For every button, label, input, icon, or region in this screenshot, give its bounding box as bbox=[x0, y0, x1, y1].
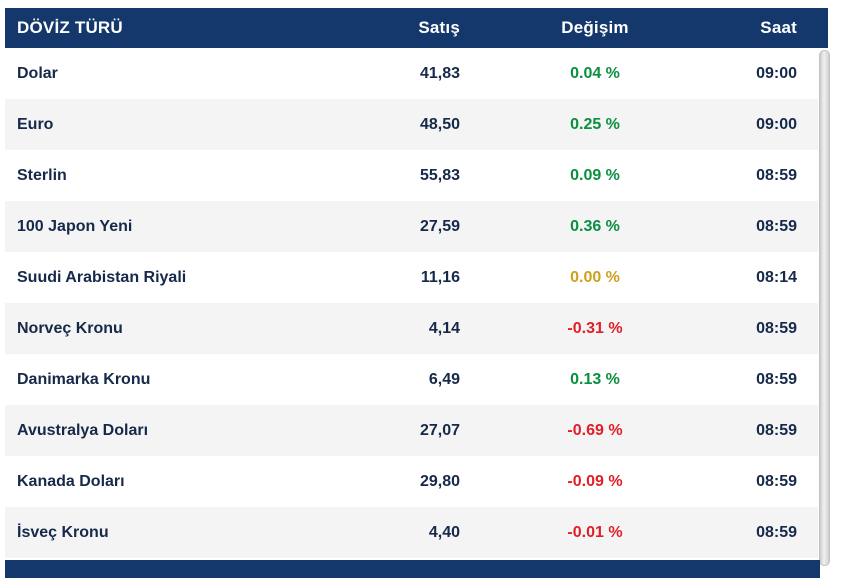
currency-name: Kanada Doları bbox=[17, 472, 125, 490]
sell-rate: 41,83 bbox=[419, 64, 460, 82]
quote-time: 09:00 bbox=[756, 64, 797, 82]
sell-rate: 11,16 bbox=[420, 268, 460, 286]
sell-rate: 48,50 bbox=[419, 115, 460, 133]
quote-time: 09:00 bbox=[756, 115, 797, 133]
sell-rate: 4,40 bbox=[428, 523, 460, 541]
table-header: DÖVİZ TÜRÜ Satış Değişim Saat bbox=[5, 8, 828, 48]
quote-time: 08:14 bbox=[756, 268, 797, 286]
quote-time: 08:59 bbox=[756, 472, 797, 490]
change-percent: -0.01 % bbox=[567, 523, 623, 541]
table-row[interactable]: Suudi Arabistan Riyali 11,16 0.00 % 08:1… bbox=[5, 252, 818, 303]
table-header-row: DÖVİZ TÜRÜ Satış Değişim Saat bbox=[5, 8, 818, 48]
column-header-sell: Satış bbox=[418, 18, 460, 37]
currency-name: Euro bbox=[17, 115, 54, 133]
table-row[interactable]: Sterlin 55,83 0.09 % 08:59 bbox=[5, 150, 818, 201]
change-percent: -0.31 % bbox=[567, 319, 623, 337]
change-percent: -0.09 % bbox=[567, 472, 623, 490]
currency-name: Danimarka Kronu bbox=[17, 370, 151, 388]
currency-rates-widget: DÖVİZ TÜRÜ Satış Değişim Saat Dolar 41,8… bbox=[5, 8, 830, 566]
sell-rate: 27,59 bbox=[419, 217, 460, 235]
change-percent: 0.00 % bbox=[570, 268, 620, 286]
table-row[interactable]: Norveç Kronu 4,14 -0.31 % 08:59 bbox=[5, 303, 818, 354]
next-section-header-edge bbox=[5, 560, 820, 578]
table-body-wrap: Dolar 41,83 0.04 % 09:00 Euro 48,50 0.25… bbox=[5, 48, 830, 566]
currency-name: Dolar bbox=[17, 64, 58, 82]
change-percent: 0.25 % bbox=[570, 115, 620, 133]
currency-name: 100 Japon Yeni bbox=[17, 217, 133, 235]
column-header-change: Değişim bbox=[561, 18, 629, 37]
sell-rate: 4,14 bbox=[428, 319, 460, 337]
table-row[interactable]: 100 Japon Yeni 27,59 0.36 % 08:59 bbox=[5, 201, 818, 252]
quote-time: 08:59 bbox=[756, 421, 797, 439]
table-row[interactable]: Kanada Doları 29,80 -0.09 % 08:59 bbox=[5, 456, 818, 507]
table-row[interactable]: Danimarka Kronu 6,49 0.13 % 08:59 bbox=[5, 354, 818, 405]
change-percent: -0.69 % bbox=[567, 421, 623, 439]
sell-rate: 27,07 bbox=[419, 421, 460, 439]
quote-time: 08:59 bbox=[756, 166, 797, 184]
table-body: Dolar 41,83 0.04 % 09:00 Euro 48,50 0.25… bbox=[5, 48, 818, 558]
table-row[interactable]: Dolar 41,83 0.04 % 09:00 bbox=[5, 48, 818, 99]
currency-name: Suudi Arabistan Riyali bbox=[17, 268, 187, 286]
quote-time: 08:59 bbox=[756, 217, 797, 235]
column-header-currency-type: DÖVİZ TÜRÜ bbox=[17, 18, 123, 37]
table-row[interactable]: Euro 48,50 0.25 % 09:00 bbox=[5, 99, 818, 150]
table-row[interactable]: İsveç Kronu 4,40 -0.01 % 08:59 bbox=[5, 507, 818, 558]
change-percent: 0.09 % bbox=[570, 166, 620, 184]
change-percent: 0.13 % bbox=[570, 370, 620, 388]
change-percent: 0.36 % bbox=[570, 217, 620, 235]
sell-rate: 6,49 bbox=[428, 370, 460, 388]
currency-name: İsveç Kronu bbox=[17, 523, 109, 541]
scrollbar-thumb[interactable] bbox=[819, 50, 830, 566]
currency-name: Sterlin bbox=[17, 166, 67, 184]
scrollbar-track[interactable] bbox=[818, 48, 830, 566]
column-header-time: Saat bbox=[760, 18, 797, 37]
quote-time: 08:59 bbox=[756, 370, 797, 388]
currency-name: Norveç Kronu bbox=[17, 319, 123, 337]
currency-name: Avustralya Doları bbox=[17, 421, 149, 439]
sell-rate: 29,80 bbox=[419, 472, 460, 490]
change-percent: 0.04 % bbox=[570, 64, 620, 82]
sell-rate: 55,83 bbox=[419, 166, 460, 184]
table-row[interactable]: Avustralya Doları 27,07 -0.69 % 08:59 bbox=[5, 405, 818, 456]
quote-time: 08:59 bbox=[756, 523, 797, 541]
quote-time: 08:59 bbox=[756, 319, 797, 337]
